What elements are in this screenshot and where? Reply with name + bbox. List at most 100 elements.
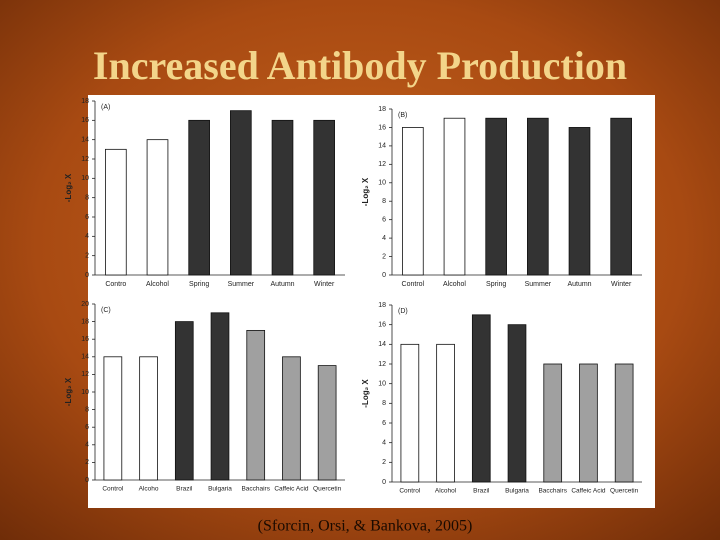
x-tick-label: Brazil [473,488,490,495]
panel-label: (A) [101,104,110,111]
y-tick-label: 18 [81,98,89,105]
y-tick-label: 4 [382,235,386,242]
y-axis-label: -Log₂ X [64,377,73,406]
y-tick-label: 2 [85,253,89,260]
bar [402,127,424,276]
bar [246,329,266,481]
y-tick-label: 18 [378,106,386,113]
x-tick-label: Brazil [176,486,193,493]
bar [317,365,337,481]
y-tick-label: 4 [85,442,89,449]
bar [230,110,252,276]
y-tick-label: 6 [85,214,89,221]
y-tick-label: 0 [382,272,386,279]
y-tick-label: 10 [81,389,89,396]
x-tick-label: Quercetin [610,488,639,495]
bar [105,148,127,276]
y-tick-label: 10 [81,175,89,182]
x-tick-label: Winter [314,281,335,288]
x-tick-label: Control [399,488,421,495]
bar [579,363,598,483]
bar [188,119,210,276]
y-tick-label: 8 [85,406,89,413]
x-tick-label: Spring [486,281,506,288]
bar [543,363,563,483]
x-tick-label: Summer [228,281,255,288]
x-tick-label: Contro [105,281,126,288]
y-tick-label: 4 [85,233,89,240]
bar [507,324,527,483]
bar [210,312,230,481]
citation: (Sforcin, Orsi, & Bankova, 2005) [258,518,473,535]
bar [614,363,634,483]
x-tick-label: Autumn [270,281,294,288]
x-tick-label: Alcohol [443,281,466,288]
y-tick-label: 2 [382,459,386,466]
y-axis-label: -Log₂ X [361,177,370,206]
y-tick-label: 0 [85,272,89,279]
y-tick-label: 10 [378,381,386,388]
panel-label: (D) [398,308,408,315]
bar [400,343,420,483]
panel-label: (C) [101,307,111,314]
y-tick-label: 12 [81,156,89,163]
y-tick-label: 12 [378,161,386,168]
x-tick-label: Control [102,486,124,493]
bar [443,117,466,276]
y-axis-label: -Log₂ X [361,379,370,408]
bar [527,117,549,276]
bar [103,356,123,481]
y-tick-label: 2 [85,459,89,466]
y-tick-label: 18 [378,302,386,309]
panel-label: (B) [398,112,407,119]
bar [174,321,194,481]
y-tick-label: 14 [378,143,386,150]
y-tick-label: 16 [378,124,386,131]
x-tick-label: Alcohol [435,488,457,495]
bar [271,119,294,276]
y-tick-label: 8 [382,198,386,205]
x-tick-label: Caffeic Acid [274,486,309,493]
y-tick-label: 8 [85,195,89,202]
y-tick-label: 0 [382,479,386,486]
bar [436,343,455,483]
x-tick-label: Winter [611,281,632,288]
y-tick-label: 0 [85,477,89,484]
y-tick-label: 14 [81,354,89,361]
bar [471,314,491,483]
y-axis-label: -Log₂ X [64,173,73,202]
bar [146,139,169,276]
y-tick-label: 14 [378,341,386,348]
y-tick-label: 14 [81,137,89,144]
x-tick-label: Bulgaria [208,486,232,493]
y-tick-label: 2 [382,253,386,260]
y-tick-label: 18 [81,318,89,325]
x-tick-label: Alcohol [146,281,169,288]
y-tick-label: 6 [382,420,386,427]
x-tick-label: Spring [189,281,209,288]
y-tick-label: 20 [81,301,89,308]
x-tick-label: Alcoho [139,486,159,493]
x-tick-label: Caffeic Acid [571,488,606,495]
y-tick-label: 16 [81,336,89,343]
bar [485,117,507,276]
bar [139,356,158,481]
bar [568,127,591,276]
y-tick-label: 4 [382,440,386,447]
bar [313,119,335,276]
y-tick-label: 6 [382,217,386,224]
x-tick-label: Autumn [567,281,591,288]
x-tick-label: Summer [525,281,552,288]
x-tick-label: Control [402,281,425,288]
x-tick-label: Quercetin [313,486,342,493]
y-tick-label: 6 [85,424,89,431]
y-tick-label: 16 [378,322,386,329]
slide-title: Increased Antibody Production [93,43,627,88]
bar [610,117,632,276]
bar [282,356,301,481]
x-tick-label: Bulgaria [505,488,529,495]
y-tick-label: 10 [378,180,386,187]
x-tick-label: Bacchairs [538,488,567,495]
x-tick-label: Bacchairs [241,486,270,493]
